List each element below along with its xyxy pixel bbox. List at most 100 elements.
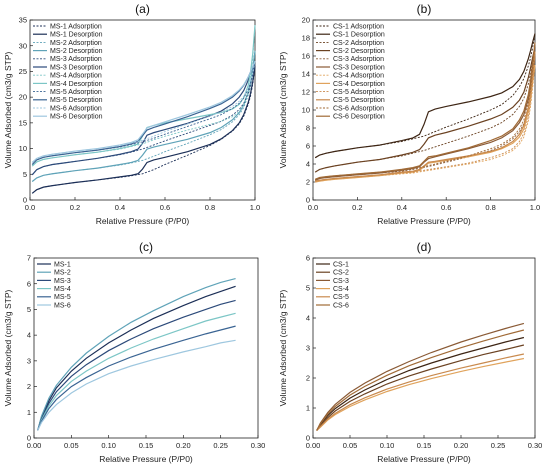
- x-tick-label: 0.15: [139, 441, 154, 450]
- panel-label: (a): [135, 2, 150, 16]
- series-line-ms-2: [37, 277, 236, 431]
- legend-entry: CS-6 Adsorption: [333, 105, 384, 112]
- legend-entry: MS-2 Adsorption: [50, 40, 102, 47]
- x-tick-label: 0.8: [205, 203, 215, 212]
- legend-entry: MS-3 Desorption: [50, 64, 103, 71]
- plot-frame: [312, 257, 536, 439]
- legend-entry: MS-5 Desorption: [50, 97, 103, 104]
- legend-entry: CS-6 Desorption: [333, 114, 385, 121]
- x-tick-label: 0.05: [343, 441, 358, 450]
- legend-entry: CS-1: [333, 261, 349, 268]
- legend-entry: CS-1 Desorption: [333, 32, 385, 39]
- legend-entry: CS-4: [333, 286, 349, 293]
- series-line-cs-6-desorption: [314, 42, 536, 180]
- x-tick-label: 0.25: [491, 441, 506, 450]
- panel-label: (b): [417, 2, 432, 16]
- y-tick-label: 1: [27, 408, 31, 417]
- x-axis-label: Relative Pressure (P/P0): [377, 454, 471, 464]
- legend-entry: MS-3: [54, 278, 71, 285]
- legend-entry: MS-2: [54, 270, 71, 277]
- x-tick-label: 0.0: [308, 203, 318, 212]
- panel-c-chart: (c) 0.00 0.05 0.10 0.15 0.20 0.25 0.30 0 1 2 3 4 5 6 7 R…: [3, 240, 265, 464]
- legend-entry: MS-3 Adsorption: [50, 56, 102, 63]
- legend-entry: CS-5 Adsorption: [333, 89, 384, 96]
- series-line-cs-4-desorption: [315, 64, 536, 183]
- legend-entry: CS-5 Desorption: [333, 97, 385, 104]
- y-tick-label: 30: [19, 41, 27, 50]
- series-line-ms-3: [37, 299, 236, 431]
- y-tick-label: 3: [27, 356, 31, 365]
- x-axis-label: Relative Pressure (P/P0): [99, 454, 193, 464]
- legend-entry: MS-1 Desorption: [50, 32, 103, 39]
- x-tick-label: 0.4: [397, 203, 407, 212]
- legend-entry: CS-5: [333, 294, 349, 301]
- legend-entry: MS-2 Desorption: [50, 48, 103, 55]
- series-line-cs-5: [316, 353, 525, 431]
- series-line-ms-5: [37, 325, 236, 431]
- x-tick-label: 0.6: [441, 203, 451, 212]
- series-line-ms-6: [37, 339, 236, 431]
- y-tick-label: 12: [302, 88, 310, 97]
- y-axis-label: Volume Adsorbed (cm3/g STP): [278, 51, 288, 168]
- x-tick-label: 0.2: [70, 203, 80, 212]
- y-tick-label: 6: [27, 279, 31, 288]
- y-tick-label: 2: [306, 178, 310, 187]
- x-tick-label: 0.4: [115, 203, 125, 212]
- x-tick-label: 1.0: [530, 203, 540, 212]
- legend-entry: CS-4 Adsorption: [333, 73, 384, 80]
- y-tick-label: 4: [306, 160, 310, 169]
- legend-entry: CS-3 Adsorption: [333, 56, 384, 63]
- legend-entry: CS-3 Desorption: [333, 64, 385, 71]
- y-axis-label: Volume Adsorbed (cm3/g STP): [3, 51, 13, 168]
- legend-entry: MS-1: [54, 261, 71, 268]
- y-tick-label: 35: [19, 16, 27, 25]
- panel-label: (d): [417, 240, 432, 254]
- y-tick-label: 7: [27, 254, 31, 263]
- legend-entry: MS-6 Adsorption: [50, 105, 102, 112]
- legend-entry: CS-1 Adsorption: [333, 23, 384, 30]
- panel-b-chart: (b) 0.0 0.2 0.4 0.6 0.8 1.0 0 2 4 6 8 10 12 14 16 18 20 Re…: [278, 2, 540, 226]
- y-tick-label: 5: [23, 170, 27, 179]
- y-tick-label: 10: [302, 106, 310, 115]
- legend-entry: CS-2 Adsorption: [333, 40, 384, 47]
- x-tick-label: 0.0: [25, 203, 35, 212]
- legend-entry: MS-4 Adsorption: [50, 73, 102, 80]
- x-tick-label: 0.6: [160, 203, 170, 212]
- y-tick-label: 2: [306, 374, 310, 383]
- y-tick-label: 10: [19, 144, 27, 153]
- series-line-ms-4: [37, 312, 236, 431]
- series-line-cs-5-desorption: [315, 51, 536, 182]
- legend-entry: MS-1 Adsorption: [50, 23, 102, 30]
- legend-entry: CS-3: [333, 278, 349, 285]
- series-line-cs-4: [316, 357, 525, 431]
- x-tick-label: 0.2: [352, 203, 362, 212]
- x-axis-label: Relative Pressure (P/P0): [96, 216, 190, 226]
- series-line-cs-3: [316, 322, 525, 431]
- series-line-cs-1-desorption: [314, 33, 536, 159]
- y-axis-label: Volume Adsorbed (cm3/g STP): [3, 289, 13, 406]
- series-line-ms-1-adsorption: [31, 66, 256, 194]
- x-tick-label: 0.00: [27, 441, 42, 450]
- series-line-cs-6: [316, 329, 525, 431]
- series-line-cs-1: [316, 336, 525, 431]
- series-line-ms-2-adsorption: [31, 50, 256, 182]
- y-tick-label: 6: [306, 254, 310, 263]
- y-tick-label: 5: [27, 305, 31, 314]
- plot-frame: [33, 257, 259, 439]
- series-line-ms-1-desorption: [31, 66, 256, 194]
- legend-entry: MS-4 Desorption: [50, 81, 103, 88]
- legend-entry: MS-6: [54, 302, 71, 309]
- panel-a-chart: (a) 0.0 0.2 0.4 0.6 0.8 1.0 0 5 10 15 20 25 30 35 Relat…: [3, 2, 260, 226]
- x-tick-label: 0.30: [528, 441, 543, 450]
- y-tick-label: 2: [27, 382, 31, 391]
- series-line-ms-1: [37, 285, 236, 431]
- x-tick-label: 0.25: [213, 441, 228, 450]
- y-tick-label: 8: [306, 124, 310, 133]
- y-tick-label: 1: [306, 404, 310, 413]
- y-tick-label: 14: [302, 70, 310, 79]
- y-tick-label: 20: [19, 93, 27, 102]
- legend-entry: CS-2: [333, 270, 349, 277]
- plot-frame: [29, 19, 256, 201]
- panel-label: (c): [139, 240, 153, 254]
- legend-entry: CS-2 Desorption: [333, 48, 385, 55]
